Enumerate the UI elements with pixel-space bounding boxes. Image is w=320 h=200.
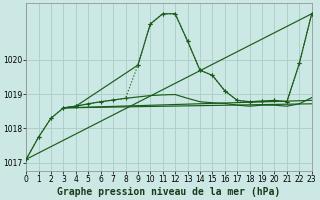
X-axis label: Graphe pression niveau de la mer (hPa): Graphe pression niveau de la mer (hPa) xyxy=(57,186,281,197)
